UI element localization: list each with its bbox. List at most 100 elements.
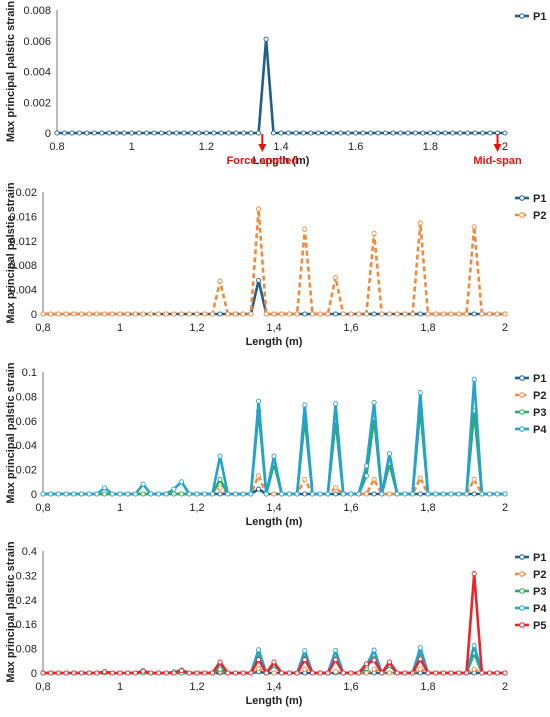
legend-marker-p1 — [519, 554, 525, 560]
y-tick-label: 0.006 — [23, 36, 51, 48]
data-point-p2 — [194, 311, 200, 317]
legend-marker-p1 — [519, 13, 525, 19]
y-tick-label: 0.02 — [16, 187, 37, 199]
data-point-p5 — [294, 670, 300, 676]
data-point-p2 — [417, 475, 423, 481]
data-point-p2 — [325, 311, 331, 317]
data-point-p2 — [125, 311, 131, 317]
data-point-p4 — [78, 491, 85, 497]
annotation-arrow-head — [493, 144, 502, 152]
data-point-p5 — [263, 670, 269, 676]
data-point-p1 — [315, 130, 321, 136]
data-point-p5 — [194, 670, 200, 676]
legend-marker-p3 — [519, 409, 525, 415]
x-axis-label: Length (m) — [246, 516, 303, 528]
data-point-p1 — [166, 130, 172, 136]
data-point-p1 — [211, 130, 217, 136]
data-point-p4 — [140, 481, 146, 487]
data-point-p1 — [106, 130, 112, 136]
data-point-p1 — [471, 491, 477, 497]
data-point-p3 — [179, 491, 185, 497]
data-point-p1 — [353, 130, 359, 136]
data-point-p1 — [293, 130, 299, 136]
x-tick-label: 1,4 — [266, 681, 281, 693]
data-point-p2 — [333, 274, 339, 280]
data-point-p4 — [286, 491, 292, 497]
data-point-p2 — [63, 311, 69, 317]
data-point-p1 — [323, 130, 329, 136]
data-point-p1 — [241, 130, 247, 136]
x-tick-label: 2 — [502, 141, 508, 153]
x-tick-label: 1.8 — [423, 141, 438, 153]
data-point-p2 — [487, 311, 493, 317]
data-point-p1 — [412, 130, 418, 136]
data-point-p2 — [302, 476, 308, 482]
data-point-p2 — [256, 206, 262, 212]
data-point-p5 — [394, 670, 400, 676]
data-point-p2 — [294, 311, 300, 317]
data-point-p1 — [181, 130, 187, 136]
data-point-p4 — [94, 491, 100, 497]
data-point-p2 — [248, 311, 254, 317]
y-axis-label: Max principal palstic strain — [5, 182, 17, 323]
data-point-p4 — [256, 647, 262, 653]
data-point-p1 — [196, 130, 202, 136]
data-point-p4 — [271, 453, 277, 459]
y-tick-label: 0.04 — [16, 440, 37, 452]
y-tick-label: 0 — [31, 489, 37, 501]
data-point-p2 — [209, 311, 215, 317]
data-point-p5 — [502, 670, 508, 676]
data-point-p1 — [270, 130, 277, 136]
data-point-p1 — [417, 491, 423, 497]
data-point-p4 — [171, 486, 177, 492]
data-point-p1 — [502, 130, 508, 136]
data-point-p5 — [309, 670, 316, 676]
data-point-p1 — [427, 130, 433, 136]
data-point-p2 — [302, 666, 308, 672]
chart-panel-2: 0 0.004 0.008 0.012 0.016 0.02 0,8 1 1,2 1,4 1,6 1,… — [5, 182, 546, 348]
data-point-p5 — [463, 670, 470, 676]
series-line-p1 — [57, 37, 505, 135]
chart-panel-4: 0 0.08 0.16 0.24 0.32 0.4 0,8 1 1,2 1,4 1,6 1,8 2 Len… — [5, 541, 547, 707]
data-point-p4 — [333, 647, 339, 653]
data-point-p4 — [202, 491, 208, 497]
data-point-p4 — [471, 642, 477, 649]
y-tick-label: 0.08 — [16, 391, 37, 403]
y-tick-label: 0.012 — [9, 236, 37, 248]
data-point-p5 — [186, 670, 192, 676]
data-point-p5 — [271, 659, 277, 665]
data-point-p5 — [78, 670, 85, 676]
data-point-p4 — [386, 451, 393, 457]
data-point-p5 — [494, 670, 500, 676]
data-point-p5 — [440, 670, 446, 676]
data-point-p1 — [226, 130, 232, 136]
data-point-p2 — [256, 665, 262, 671]
data-point-p1 — [487, 130, 493, 136]
data-point-p5 — [479, 670, 485, 676]
data-point-p2 — [371, 666, 377, 672]
data-point-p2 — [348, 311, 354, 317]
data-point-p1 — [360, 130, 366, 136]
data-point-p5 — [225, 670, 231, 676]
data-point-p2 — [186, 311, 192, 317]
data-point-p2 — [479, 311, 485, 317]
x-tick-label: 1,4 — [266, 502, 281, 514]
data-point-p4 — [256, 398, 262, 404]
x-axis-label: Length (m) — [253, 155, 310, 167]
data-point-p2 — [333, 668, 339, 675]
data-point-p2 — [78, 311, 85, 317]
data-point-p2 — [363, 311, 369, 317]
data-point-p4 — [502, 491, 508, 497]
data-point-p1 — [330, 130, 336, 136]
data-point-p2 — [302, 226, 308, 232]
data-point-p5 — [471, 571, 477, 577]
data-point-p1 — [417, 311, 423, 317]
data-point-p4 — [433, 491, 439, 497]
data-point-p1 — [480, 130, 486, 136]
legend-label-p2: P2 — [533, 210, 546, 222]
data-point-p5 — [202, 670, 208, 676]
data-point-p2 — [48, 311, 54, 317]
y-tick-label: 0.1 — [22, 367, 37, 379]
legend-marker-p3 — [519, 588, 525, 594]
